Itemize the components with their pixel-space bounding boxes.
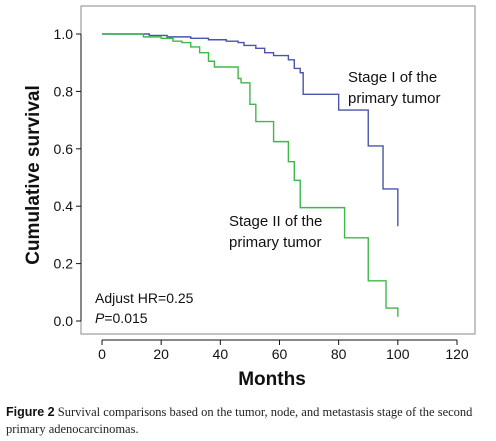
x-tick-label: 60 bbox=[272, 346, 288, 362]
y-tick-label: 1.0 bbox=[54, 26, 74, 42]
y-tick-label: 0.8 bbox=[54, 83, 74, 99]
x-axis-title: Months bbox=[238, 369, 306, 390]
x-tick-label: 120 bbox=[445, 346, 469, 362]
y-axis: 0.0 0.2 0.4 0.6 0.8 1.0 bbox=[54, 26, 82, 329]
p-value-number: =0.015 bbox=[104, 310, 147, 326]
y-tick-label: 0.6 bbox=[54, 141, 74, 157]
caption-text: Survival comparisons based on the tumor,… bbox=[6, 405, 473, 436]
y-tick-label: 0.2 bbox=[54, 256, 74, 272]
p-value-symbol: P bbox=[95, 310, 105, 326]
x-tick-label: 0 bbox=[98, 346, 106, 362]
x-axis: 0 20 40 60 80 100 120 bbox=[98, 339, 469, 362]
figure-number: Figure 2 bbox=[6, 405, 55, 419]
x-tick-label: 100 bbox=[386, 346, 410, 362]
x-tick-label: 80 bbox=[331, 346, 347, 362]
stage-i-survival-curve bbox=[102, 33, 399, 227]
series-label-stage-i-line2: primary tumor bbox=[348, 90, 441, 107]
y-axis-title: Cumulative survival bbox=[23, 85, 44, 265]
hazard-ratio-text: Adjust HR=0.25 bbox=[95, 290, 194, 306]
p-value-text: P=0.015 bbox=[95, 310, 148, 326]
figure-caption: Figure 2 Survival comparisons based on t… bbox=[6, 404, 492, 438]
series-label-stage-ii-line1: Stage II of the bbox=[229, 213, 322, 230]
series-lines bbox=[102, 33, 399, 317]
series-label-stage-i-line1: Stage I of the bbox=[348, 69, 437, 86]
survival-chart: 0 20 40 60 80 100 120 0.0 0.2 0.4 0.6 0.8 1.0 Stage… bbox=[23, 5, 476, 390]
x-tick-label: 20 bbox=[153, 346, 169, 362]
y-tick-label: 0.0 bbox=[54, 313, 74, 329]
x-tick-label: 40 bbox=[213, 346, 229, 362]
series-label-stage-ii-line2: primary tumor bbox=[229, 234, 322, 251]
y-tick-label: 0.4 bbox=[54, 198, 74, 214]
stage-ii-survival-curve bbox=[102, 33, 399, 317]
